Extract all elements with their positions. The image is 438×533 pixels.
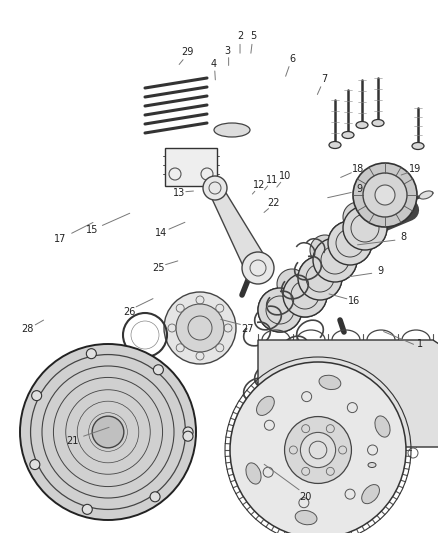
Ellipse shape [362,484,379,504]
Ellipse shape [356,122,368,128]
Ellipse shape [295,511,317,525]
Circle shape [266,296,294,324]
Polygon shape [165,148,217,186]
Circle shape [183,431,193,441]
Text: 21: 21 [66,437,78,446]
Text: 26: 26 [123,307,135,317]
Ellipse shape [368,463,376,467]
Circle shape [306,264,334,292]
Circle shape [277,269,307,299]
Circle shape [20,344,196,520]
Circle shape [363,173,407,217]
Polygon shape [258,340,438,447]
Circle shape [258,288,302,332]
Text: 14: 14 [155,229,167,238]
Ellipse shape [412,142,424,149]
Circle shape [310,235,340,265]
Text: 12: 12 [253,181,265,190]
Text: 25: 25 [152,263,165,272]
Ellipse shape [342,132,354,139]
Text: 3: 3 [225,46,231,55]
Circle shape [313,238,357,282]
Circle shape [336,229,364,257]
Ellipse shape [214,123,250,137]
Text: 29: 29 [181,47,194,57]
Ellipse shape [329,141,341,149]
Circle shape [328,221,372,265]
Text: 27: 27 [241,325,254,334]
Circle shape [183,427,193,437]
Circle shape [164,292,236,364]
Text: 22: 22 [268,198,280,207]
Circle shape [298,256,342,300]
Text: 15: 15 [86,225,98,235]
Circle shape [92,416,124,448]
Circle shape [203,176,227,200]
Ellipse shape [419,191,433,199]
Text: 11: 11 [266,175,279,185]
Text: 6: 6 [290,54,296,63]
Circle shape [283,273,327,317]
Ellipse shape [246,463,261,484]
Circle shape [153,365,163,375]
Circle shape [298,256,342,300]
Circle shape [375,185,395,205]
Circle shape [285,417,351,483]
Circle shape [353,163,417,227]
Text: 1: 1 [417,339,424,349]
Text: 10: 10 [279,171,292,181]
Circle shape [321,246,349,274]
Ellipse shape [319,375,341,390]
Text: 9: 9 [377,266,383,276]
Ellipse shape [372,119,384,126]
Circle shape [176,304,224,352]
Circle shape [343,202,373,232]
Circle shape [230,362,406,533]
Circle shape [283,273,327,317]
Circle shape [86,349,96,359]
Text: 20: 20 [300,492,312,502]
Circle shape [242,252,274,284]
Text: 9: 9 [356,184,362,194]
Text: 17: 17 [54,234,67,244]
Circle shape [328,221,372,265]
Circle shape [343,206,387,250]
Ellipse shape [375,416,390,437]
Text: 19: 19 [409,165,421,174]
Ellipse shape [257,397,274,415]
Text: 4: 4 [211,59,217,69]
Circle shape [30,459,40,470]
Circle shape [343,206,387,250]
Text: 5: 5 [250,31,256,41]
Text: 2: 2 [237,31,243,41]
Text: 13: 13 [173,188,185,198]
Text: 8: 8 [400,232,406,242]
Circle shape [351,214,379,242]
Polygon shape [207,188,272,268]
Circle shape [291,281,319,309]
Circle shape [300,432,336,467]
Circle shape [313,238,357,282]
Text: 16: 16 [348,296,360,306]
Text: 7: 7 [321,74,327,84]
Text: 18: 18 [352,165,364,174]
Circle shape [32,391,42,401]
Circle shape [82,504,92,514]
Circle shape [150,492,160,502]
Text: 28: 28 [21,325,33,334]
Circle shape [258,288,302,332]
